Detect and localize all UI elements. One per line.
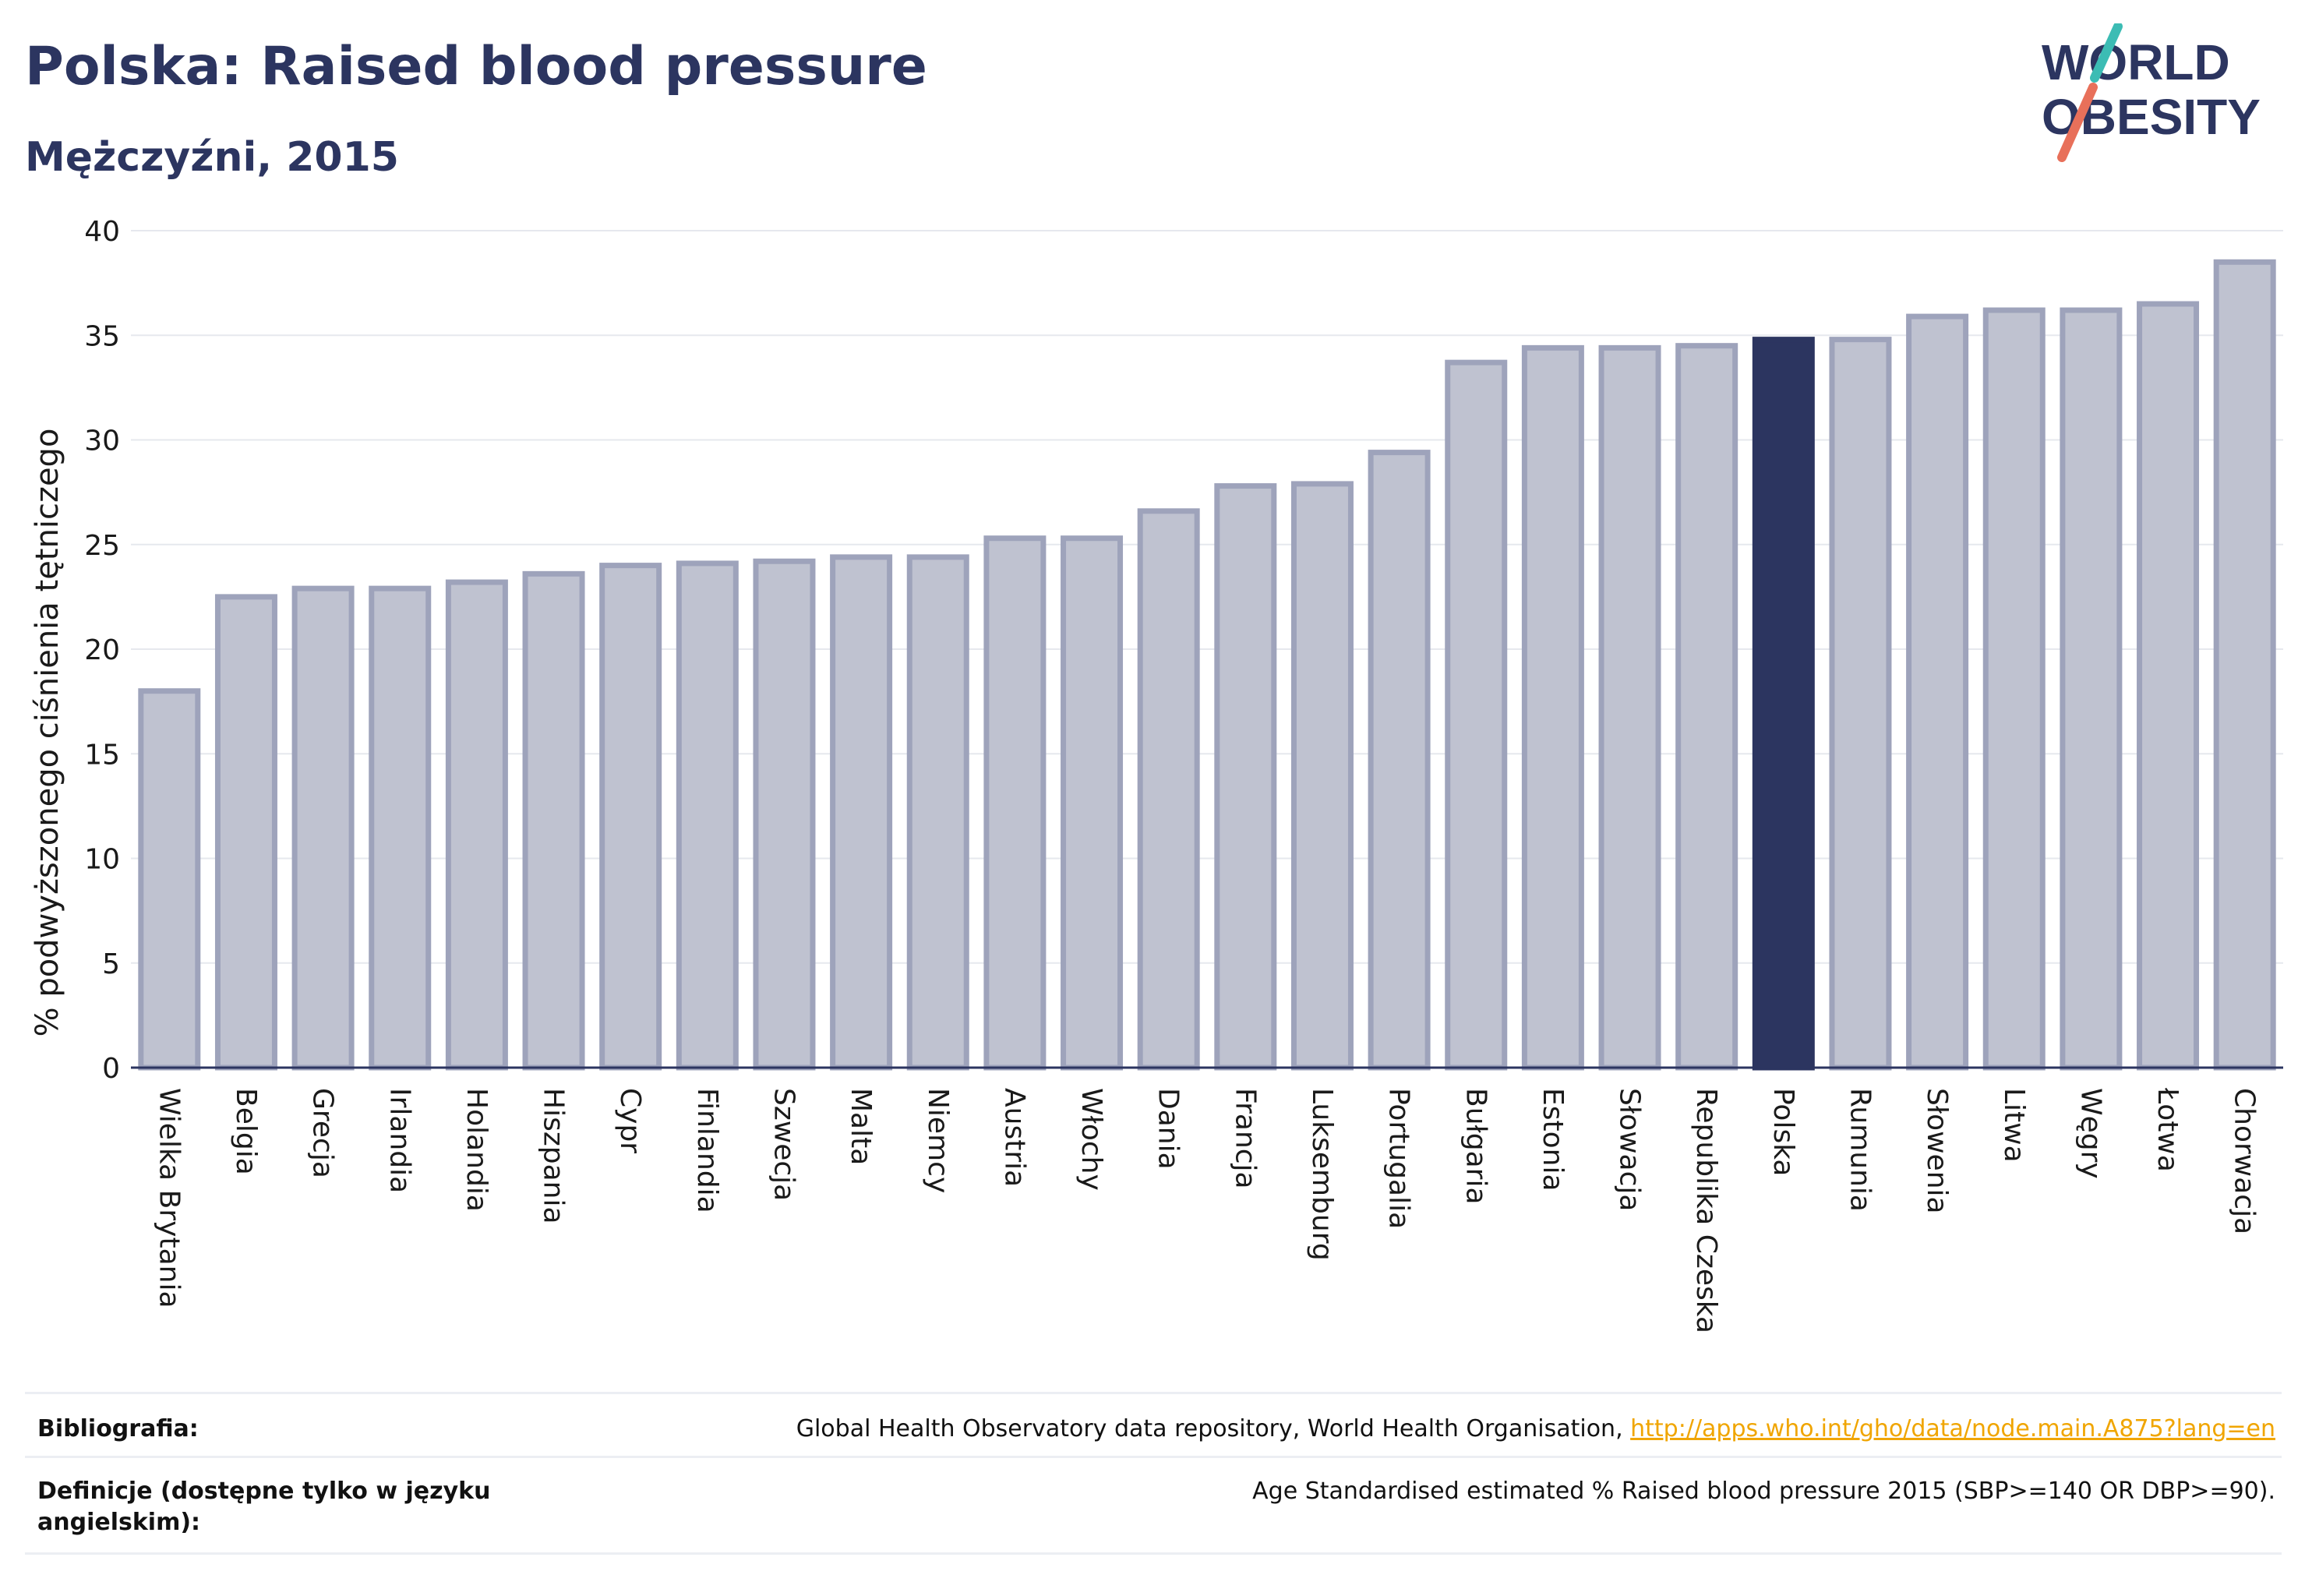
bars [138,259,2276,1071]
bar [1445,359,1508,1071]
footer-divider-middle [25,1456,2282,1458]
definitions-label-line2: angielskim): [37,1509,201,1536]
bibliography-link[interactable]: http://apps.who.int/gho/data/node.main.A… [1630,1415,2275,1442]
bar [1906,313,1969,1071]
x-tick-label: Słowacja [1614,1088,1646,1211]
x-tick-label: Węgry [2074,1088,2106,1179]
x-tick-label: Portugalia [1383,1088,1415,1229]
bar [1829,337,1892,1071]
bibliography-value: Global Health Observatory data repositor… [796,1414,2275,1445]
logo-slash-teal [2090,23,2123,83]
bar [291,585,355,1071]
definitions-value: Age Standardised estimated % Raised bloo… [1252,1478,2275,1505]
bar [1982,307,2046,1071]
x-tick-label: Litwa [1998,1088,2030,1163]
x-tick-label: Dania [1152,1088,1184,1170]
page-subtitle: Mężczyźni, 2015 [25,134,399,181]
y-tick-label: 40 [84,216,120,248]
x-tick-labels: Wielka Brytania Belgia Grecja Irlandia Holan… [153,1087,2260,1333]
bibliography-text: Global Health Observatory data repositor… [796,1415,1631,1442]
x-tick-label: Wielka Brytania [153,1088,185,1308]
bar [1368,450,1431,1071]
x-tick-label: Niemcy [922,1088,954,1193]
bar [1675,343,1738,1071]
bar [138,688,201,1071]
bar [2213,259,2276,1071]
footer-divider-top [25,1392,2282,1394]
bar [1137,508,1200,1071]
bar [2137,301,2200,1071]
footer-bibliography-row: Bibliografia: Global Health Observatory … [25,1409,2282,1456]
y-tick-label: 30 [84,425,120,457]
footer-definitions-row: Definicje (dostępne tylko w języku angiel… [25,1471,2282,1549]
bar [369,585,432,1071]
bar [1290,481,1354,1071]
x-tick-label: Szwecja [768,1088,800,1201]
y-tick-label: 15 [84,739,120,771]
y-tick-label: 35 [84,320,120,352]
bar [445,579,508,1071]
world-obesity-logo: WORLD OBESITY [2042,23,2261,162]
y-tick-label: 20 [84,634,120,666]
page-title: Polska: Raised blood pressure [25,36,927,97]
bar [1598,344,1661,1071]
x-tick-label: Finlandia [691,1088,723,1213]
x-tick-label: Rumunia [1844,1088,1876,1212]
bar [1061,535,1124,1071]
y-tick-label: 5 [102,948,120,980]
bar [676,560,739,1071]
x-tick-label: Chorwacja [2229,1088,2261,1234]
x-tick-label: Bułgaria [1460,1088,1491,1205]
bar-highlight [1752,337,1815,1071]
x-tick-label: Belgia [230,1088,262,1175]
y-tick-label: 25 [84,530,120,562]
x-tick-label: Irlandia [383,1088,415,1193]
bar [214,594,277,1071]
bar [1214,483,1277,1071]
x-tick-label: Malta [845,1088,877,1165]
x-tick-label: Francja [1229,1088,1261,1189]
x-tick-label: Austria [998,1088,1030,1187]
bar [983,535,1047,1071]
x-tick-label: Włochy [1075,1088,1107,1191]
x-tick-label: Polska [1767,1088,1799,1176]
x-tick-label: Luksemburg [1306,1088,1338,1261]
x-tick-label: Grecja [307,1088,339,1178]
y-axis-label: % podwyższonego ciśnienia tętniczego [30,429,65,1037]
x-tick-label: Republika Czeska [1690,1088,1722,1333]
logo-slash-red [2057,83,2098,162]
bar [906,554,969,1071]
footer-divider-bottom [25,1552,2282,1555]
definitions-label-line1: Definicje (dostępne tylko w języku [37,1478,491,1505]
x-tick-label: Słowenia [1921,1088,1953,1214]
bar [599,563,662,1071]
x-tick-label: Łotwa [2151,1087,2183,1172]
definitions-label: Definicje (dostępne tylko w języku angiel… [37,1476,490,1538]
x-tick-label: Holandia [461,1088,492,1212]
x-tick-label: Estonia [1537,1088,1569,1192]
bar [1521,344,1584,1071]
bar [2060,307,2123,1071]
y-tick-labels: 0 5 10 15 20 25 30 35 40 [84,216,120,1085]
logo-line1: WORLD [2042,34,2230,90]
bibliography-label: Bibliografia: [37,1415,199,1442]
x-tick-label: Hiszpania [538,1088,570,1224]
x-tick-label: Cypr [614,1088,646,1153]
bar [753,558,816,1071]
bar [830,554,893,1071]
y-tick-label: 10 [84,844,120,876]
bar [522,570,585,1071]
bar-chart: 0 5 10 15 20 25 30 35 40 Wielka Brytania Belgia Gr… [30,216,2283,1333]
y-tick-label: 0 [102,1053,120,1085]
